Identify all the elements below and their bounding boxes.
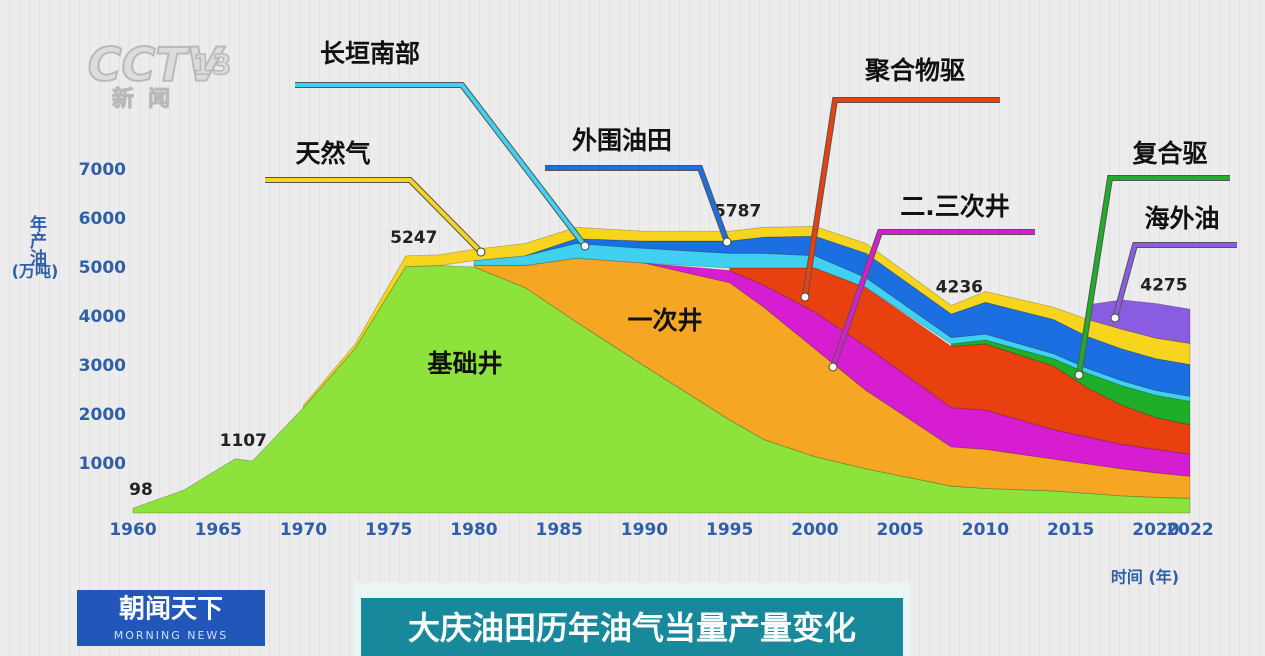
- x-tick-label: 1965: [195, 520, 242, 540]
- x-tick-label: 2022: [1166, 520, 1213, 540]
- x-tick-label: 1990: [621, 520, 668, 540]
- series-label: 基础井: [427, 349, 502, 378]
- channel-section: 新闻: [112, 86, 184, 112]
- leader-line: [831, 230, 1035, 368]
- series-label: 天然气: [295, 139, 370, 168]
- area: [1087, 299, 1191, 344]
- plot-area: 1000 2000 3000 4000 5000 6000 7000 1960 1965 1970…: [79, 39, 1237, 540]
- total-label: 4275: [1140, 276, 1187, 296]
- total-label: 4236: [936, 277, 983, 297]
- series-label: 一次井: [627, 306, 702, 335]
- area: [950, 339, 1191, 426]
- x-tick-label: 2020: [1132, 520, 1179, 540]
- leader-line: [295, 83, 587, 248]
- total-label: 1107: [220, 431, 267, 451]
- x-tick-label: 1970: [280, 520, 327, 540]
- leader-line: [545, 166, 729, 243]
- x-tick-label: 2015: [1047, 520, 1094, 540]
- series-label: 长垣南部: [320, 39, 420, 68]
- total-label: 98: [129, 480, 153, 500]
- leader-line: [265, 178, 483, 254]
- series-label: 外围油田: [572, 126, 672, 155]
- x-axis-label: 时间 (年): [1111, 568, 1179, 587]
- x-tick-label: 2000: [791, 520, 838, 540]
- y-tick-label: 5000: [79, 258, 126, 278]
- leader-dot: [1074, 370, 1084, 380]
- series-label: 海外油: [1144, 204, 1219, 233]
- series-label: 复合驱: [1132, 139, 1207, 168]
- total-label: 5787: [714, 201, 761, 221]
- area: [303, 225, 1191, 409]
- x-tick-label: 2005: [877, 520, 924, 540]
- y-tick-label: 1000: [79, 454, 126, 474]
- y-axis-label: 年产油: [26, 214, 47, 267]
- x-tick-label: 1985: [536, 520, 583, 540]
- x-tick-label: 1995: [706, 520, 753, 540]
- y-tick-label: 3000: [79, 356, 126, 376]
- area: [729, 267, 1191, 455]
- x-tick-label: 1975: [365, 520, 412, 540]
- x-tick-label: 1980: [450, 520, 497, 540]
- y-tick-label: 4000: [79, 307, 126, 327]
- series-label: 二.三次井: [900, 192, 1010, 221]
- y-tick-label: 2000: [79, 405, 126, 425]
- title-box: [361, 598, 903, 656]
- leader-dot: [828, 362, 838, 372]
- area: [132, 265, 1191, 514]
- program-box: [77, 590, 265, 646]
- leader-line: [1113, 243, 1237, 319]
- area: [473, 257, 1191, 499]
- leader-outline: [265, 177, 484, 255]
- y-axis-unit: (万吨): [12, 262, 59, 281]
- leader-dot: [800, 292, 810, 302]
- channel-number: 13: [193, 48, 232, 81]
- channel-logo: CCTV: [88, 38, 226, 92]
- leader-line: [1077, 176, 1230, 376]
- chart-title: 大庆油田历年油气当量产量变化: [408, 609, 856, 647]
- series-label: 聚合物驱: [864, 56, 965, 85]
- leader-line: [803, 98, 1000, 298]
- program-name: 朝闻天下: [119, 594, 223, 625]
- total-label: 5247: [390, 228, 437, 248]
- program-name-en: MORNING NEWS: [114, 629, 229, 642]
- leader-dot: [722, 237, 732, 247]
- leader-dot: [580, 241, 590, 251]
- leader-dot: [1110, 313, 1120, 323]
- x-tick-label: 1960: [109, 520, 156, 540]
- y-tick-label: 6000: [79, 209, 126, 229]
- x-tick-label: 2010: [962, 520, 1009, 540]
- leader-dot: [476, 247, 486, 257]
- y-tick-label: 7000: [79, 160, 126, 180]
